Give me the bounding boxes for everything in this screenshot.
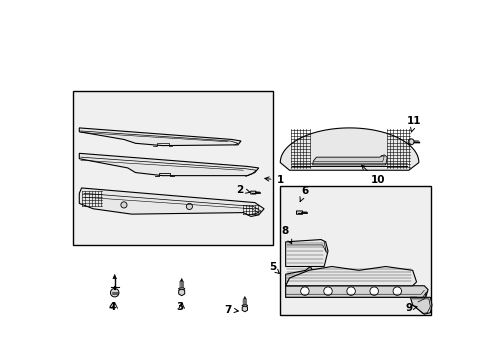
Ellipse shape <box>242 305 247 306</box>
Polygon shape <box>79 188 264 216</box>
Text: 6: 6 <box>299 186 307 202</box>
Polygon shape <box>280 128 418 170</box>
Circle shape <box>346 287 355 295</box>
Text: 4: 4 <box>108 302 116 312</box>
FancyBboxPatch shape <box>73 91 273 245</box>
Text: 2: 2 <box>236 185 249 194</box>
Text: 11: 11 <box>407 116 421 132</box>
Polygon shape <box>243 296 245 299</box>
Ellipse shape <box>178 288 184 289</box>
Polygon shape <box>312 155 386 165</box>
FancyBboxPatch shape <box>250 191 255 194</box>
Polygon shape <box>285 286 427 301</box>
Text: 1: 1 <box>264 175 283 185</box>
FancyBboxPatch shape <box>296 211 302 214</box>
Circle shape <box>300 287 308 295</box>
Circle shape <box>323 287 331 295</box>
Text: 5: 5 <box>268 262 279 274</box>
Polygon shape <box>178 289 184 296</box>
FancyBboxPatch shape <box>280 186 430 315</box>
Text: 9: 9 <box>405 303 416 313</box>
Polygon shape <box>409 297 431 314</box>
Circle shape <box>392 287 401 295</box>
Polygon shape <box>79 128 241 145</box>
Circle shape <box>110 288 119 297</box>
Polygon shape <box>242 306 247 312</box>
Polygon shape <box>79 153 258 176</box>
Polygon shape <box>285 266 416 286</box>
Circle shape <box>407 139 413 145</box>
Polygon shape <box>180 278 183 281</box>
Circle shape <box>369 287 378 295</box>
Text: 3: 3 <box>176 302 183 312</box>
Polygon shape <box>285 266 312 286</box>
Text: 10: 10 <box>361 165 384 185</box>
Polygon shape <box>113 274 117 279</box>
Circle shape <box>186 203 192 210</box>
Text: 8: 8 <box>281 226 291 244</box>
Text: 7: 7 <box>224 305 238 315</box>
Polygon shape <box>285 239 327 266</box>
Circle shape <box>121 202 127 208</box>
